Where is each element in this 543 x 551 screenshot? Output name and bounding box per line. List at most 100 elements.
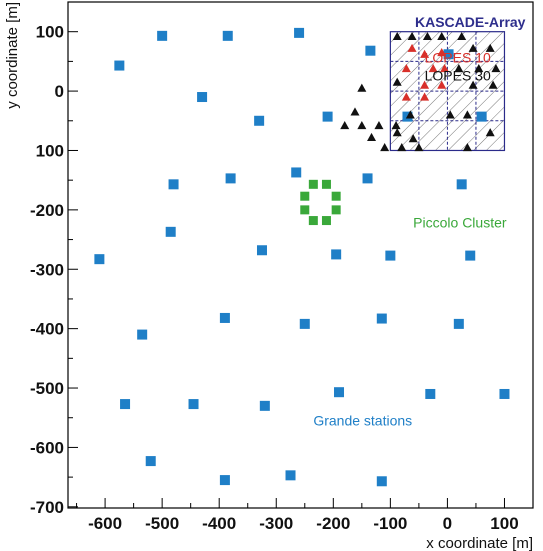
grande-stations-marker xyxy=(453,318,464,329)
lopes-10-marker xyxy=(420,80,430,89)
grande-stations-marker xyxy=(157,30,168,41)
lopes-10-label: LOPES 10 xyxy=(425,50,491,66)
grande-stations-marker xyxy=(365,45,376,56)
x-axis-label: x coordinate [m] xyxy=(426,535,533,551)
lopes-30-marker xyxy=(340,121,350,130)
grande-stations-marker xyxy=(425,388,436,399)
grande-stations-marker xyxy=(168,179,179,190)
lopes-10-marker xyxy=(401,64,411,73)
lopes-30-marker xyxy=(485,128,495,137)
lopes-30-marker xyxy=(357,121,367,130)
y-tick-label: -200 xyxy=(30,201,64,220)
lopes-30-marker xyxy=(474,64,484,73)
x-tick-label: -600 xyxy=(88,514,122,533)
lopes-30-marker xyxy=(468,80,478,89)
lopes-10-marker xyxy=(428,64,438,73)
grande-stations-marker xyxy=(362,173,373,184)
y-tick-label: 100 xyxy=(36,141,64,160)
grande-stations-marker xyxy=(285,470,296,481)
lopes-30-marker xyxy=(462,143,472,152)
grande-stations-marker xyxy=(294,27,305,38)
grande-stations-marker xyxy=(499,388,510,399)
x-tick-label: -500 xyxy=(145,514,179,533)
piccolo-cluster-marker xyxy=(321,179,331,189)
axes: -600 -500 -400 -300 -200 -100 0 100 100 0 100 -200 -… xyxy=(4,2,534,551)
piccolo-cluster-marker xyxy=(308,216,318,226)
grande-stations-marker xyxy=(443,49,454,60)
x-tick-label: -200 xyxy=(316,514,350,533)
lopes-30-marker xyxy=(437,31,447,41)
lopes-10-marker xyxy=(420,92,430,101)
grande-stations-marker xyxy=(331,249,342,260)
lopes-30-marker xyxy=(485,43,495,52)
lopes-30-marker xyxy=(422,31,432,41)
grande-stations-marker xyxy=(259,400,270,411)
x-tick-label: 0 xyxy=(443,514,452,533)
lopes-30-marker xyxy=(457,31,467,41)
piccolo-cluster-marker xyxy=(300,205,310,215)
lopes-30-marker xyxy=(445,110,455,119)
data-markers xyxy=(94,27,510,487)
grande-stations-marker xyxy=(299,318,310,329)
grande-stations-marker xyxy=(456,179,467,190)
lopes-10-marker xyxy=(437,80,447,89)
lopes-10-marker xyxy=(401,92,411,101)
grande-stations-label: Grande stations xyxy=(313,412,412,428)
lopes-30-marker xyxy=(392,128,402,137)
plot-frame xyxy=(67,1,534,509)
grande-stations-marker xyxy=(225,173,236,184)
y-tick-label: -400 xyxy=(30,320,64,339)
lopes-30-marker xyxy=(391,121,401,130)
grande-stations-marker xyxy=(114,60,125,71)
grande-stations-marker xyxy=(120,399,131,410)
lopes-30-label: LOPES 30 xyxy=(425,67,491,83)
grande-stations-marker xyxy=(165,226,176,237)
grande-stations-marker xyxy=(334,387,345,398)
lopes-30-marker xyxy=(488,80,498,89)
grande-stations-marker xyxy=(145,456,156,467)
lopes-30-marker xyxy=(397,143,407,152)
piccolo-cluster-marker xyxy=(300,191,310,201)
grande-stations-marker xyxy=(197,92,208,103)
y-tick-label: 0 xyxy=(55,82,64,101)
grande-stations-marker xyxy=(188,399,199,410)
grande-stations-marker xyxy=(376,313,387,324)
x-tick-label: 100 xyxy=(490,514,518,533)
y-tick-label: -300 xyxy=(30,260,64,279)
lopes-30-marker xyxy=(468,43,478,52)
lopes-10-marker xyxy=(407,43,417,52)
grande-stations-marker xyxy=(254,115,265,126)
x-tick-label: -300 xyxy=(259,514,293,533)
x-tick-label: -100 xyxy=(373,514,407,533)
lopes-30-marker xyxy=(414,143,424,152)
lopes-10-marker xyxy=(437,47,447,57)
lopes-10-marker xyxy=(420,49,430,58)
lopes-30-marker xyxy=(405,110,415,119)
x-tick-label: -400 xyxy=(202,514,236,533)
grande-stations-marker xyxy=(465,250,476,261)
y-tick-label: -600 xyxy=(30,438,64,457)
lopes-30-marker xyxy=(392,31,402,41)
grande-stations-marker xyxy=(322,111,333,122)
piccolo-cluster-marker xyxy=(331,205,341,215)
lopes-30-marker xyxy=(491,64,501,73)
grande-stations-marker xyxy=(219,475,230,486)
grande-stations-marker xyxy=(376,476,387,487)
lopes-30-marker xyxy=(367,132,377,142)
lopes-10-marker xyxy=(440,64,450,73)
plot-area xyxy=(67,1,534,509)
lopes-30-marker xyxy=(374,121,384,130)
grande-stations-marker xyxy=(476,111,487,122)
grande-stations-marker xyxy=(137,329,148,340)
y-tick-label: -700 xyxy=(30,498,64,517)
grande-stations-marker xyxy=(385,250,396,261)
lopes-30-marker xyxy=(380,143,390,152)
lopes-30-marker xyxy=(454,64,464,73)
piccolo-cluster-marker xyxy=(308,179,318,189)
grande-stations-marker xyxy=(291,167,302,178)
lopes-30-marker xyxy=(350,107,360,116)
grande-stations-marker xyxy=(219,312,230,323)
grande-stations-marker xyxy=(222,30,233,41)
